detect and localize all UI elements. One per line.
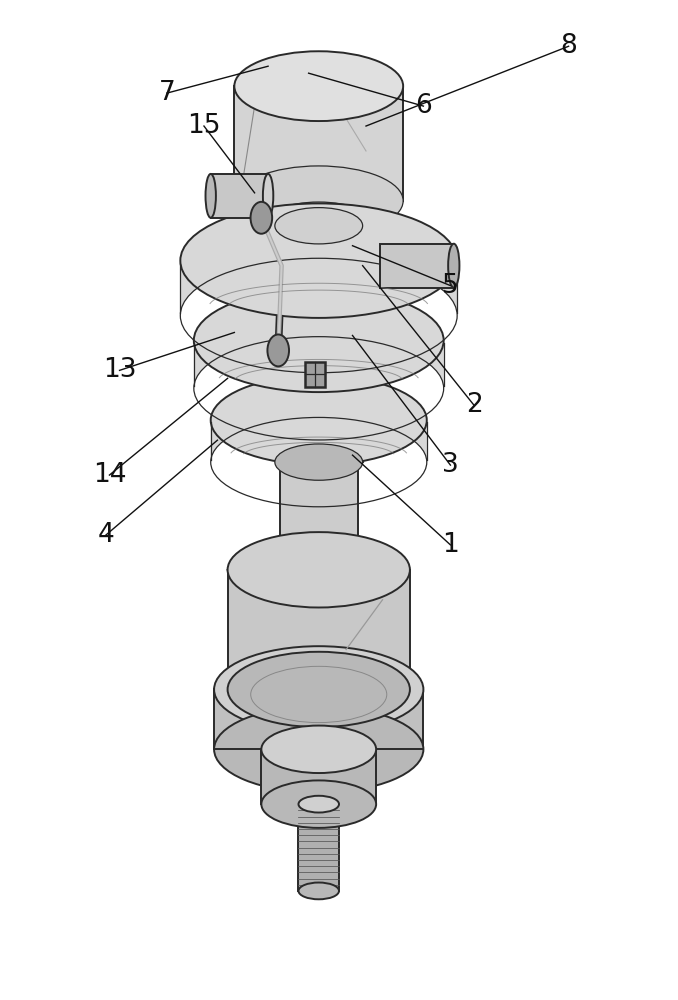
Polygon shape (228, 560, 410, 570)
FancyBboxPatch shape (279, 462, 358, 560)
Text: 7: 7 (159, 80, 175, 106)
Ellipse shape (448, 244, 460, 288)
Ellipse shape (235, 51, 403, 121)
Text: 2: 2 (466, 392, 483, 418)
Ellipse shape (261, 780, 376, 828)
Polygon shape (194, 289, 443, 388)
Text: 1: 1 (442, 532, 459, 558)
Ellipse shape (180, 203, 457, 318)
FancyBboxPatch shape (275, 226, 363, 462)
Polygon shape (380, 244, 454, 288)
Circle shape (251, 202, 272, 234)
Text: 6: 6 (415, 93, 432, 119)
Text: 8: 8 (560, 33, 577, 59)
FancyBboxPatch shape (305, 362, 325, 387)
Ellipse shape (214, 706, 423, 793)
Ellipse shape (211, 376, 426, 465)
Ellipse shape (228, 532, 410, 608)
Polygon shape (180, 203, 457, 316)
Ellipse shape (279, 544, 358, 576)
Circle shape (267, 334, 289, 366)
Text: 4: 4 (98, 522, 115, 548)
Ellipse shape (228, 652, 410, 727)
Ellipse shape (275, 208, 363, 244)
FancyBboxPatch shape (214, 689, 423, 749)
FancyBboxPatch shape (298, 804, 339, 891)
Polygon shape (211, 376, 426, 462)
Polygon shape (211, 174, 268, 218)
FancyBboxPatch shape (228, 570, 410, 689)
Polygon shape (235, 86, 403, 201)
Ellipse shape (263, 174, 273, 218)
Ellipse shape (235, 166, 403, 236)
Ellipse shape (298, 883, 339, 899)
Text: 5: 5 (442, 273, 459, 299)
Ellipse shape (275, 444, 363, 480)
Text: 13: 13 (103, 357, 136, 383)
Ellipse shape (298, 796, 339, 813)
Text: 14: 14 (93, 462, 126, 488)
Ellipse shape (279, 446, 358, 478)
Ellipse shape (194, 289, 443, 392)
Polygon shape (235, 201, 403, 226)
FancyBboxPatch shape (261, 749, 376, 804)
Ellipse shape (261, 726, 376, 773)
Ellipse shape (205, 174, 216, 218)
Ellipse shape (214, 646, 423, 733)
Text: 15: 15 (187, 113, 221, 139)
Text: 3: 3 (442, 452, 459, 478)
Ellipse shape (261, 202, 376, 249)
